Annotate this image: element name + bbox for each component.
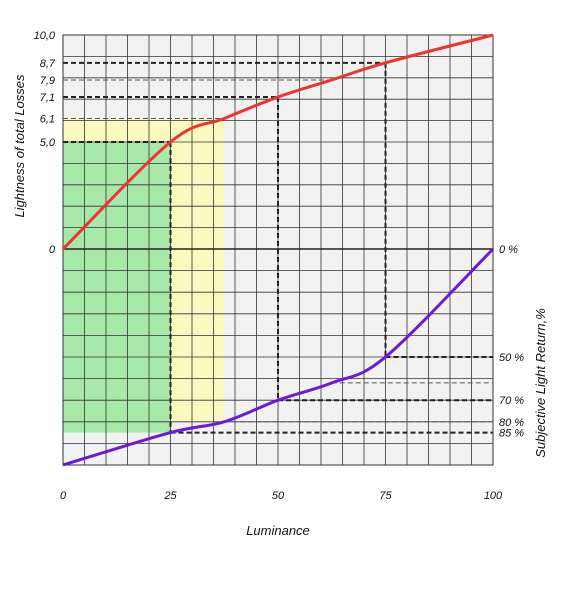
right-tick-label: 70 %	[499, 395, 524, 407]
shaded-regions	[63, 118, 225, 433]
left-tick-label: 5,0	[40, 137, 56, 149]
series-lines	[61, 33, 495, 467]
left-tick-label: 7,9	[40, 75, 55, 87]
left-y-axis-title: Lightness of total Losses	[12, 74, 27, 218]
left-tick-label: 7,1	[40, 92, 55, 104]
right-tick-label: 0 %	[499, 244, 518, 256]
right-tick-label: 85 %	[499, 428, 524, 440]
left-tick-label: 10,0	[34, 30, 56, 42]
x-tick-label: 50	[272, 490, 285, 502]
series-line-light-return	[62, 247, 495, 467]
left-tick-label: 6,1	[40, 113, 55, 125]
x-tick-label: 100	[484, 490, 503, 502]
right-tick-label: 50 %	[499, 352, 524, 364]
guide-lines	[63, 61, 493, 434]
right-tick-label: 80 %	[499, 417, 524, 429]
tick-labels: 10,0 8,7 7,9 7,1 6,1 5,0 0 0 % 50 % 70 % 80 %85 % 0…	[34, 30, 525, 502]
shaded-region-1	[63, 142, 171, 433]
series-line-lightness	[61, 33, 494, 251]
x-tick-label: 75	[379, 490, 392, 502]
right-y-axis-title: Subjective Light Return,%	[533, 308, 548, 458]
x-axis-title: Luminance	[246, 523, 310, 538]
left-tick-label: 0	[49, 244, 56, 256]
x-tick-label: 0	[60, 490, 67, 502]
left-tick-label: 8,7	[40, 58, 56, 70]
x-tick-label: 25	[163, 490, 177, 502]
